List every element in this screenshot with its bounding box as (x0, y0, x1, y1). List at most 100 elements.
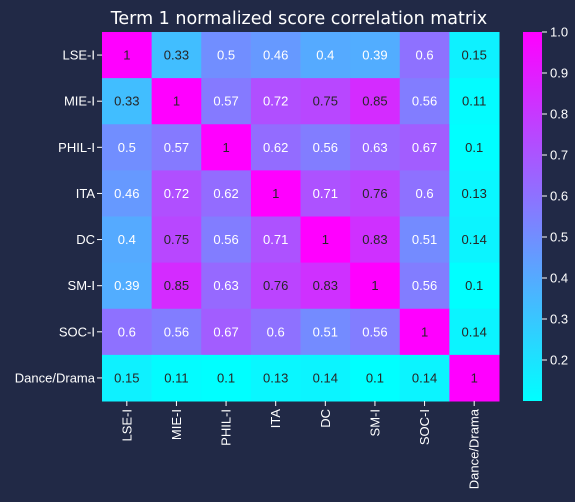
heatmap-cell (449, 262, 500, 310)
heatmap-cell (201, 354, 252, 402)
heatmap-cell (449, 78, 500, 125)
cell-value-label: 0.56 (412, 278, 437, 293)
heatmap-cell (449, 32, 500, 79)
heatmap-cell (399, 308, 450, 356)
cell-value-label: 0.11 (164, 370, 188, 385)
heatmap-cell (201, 308, 252, 356)
cell-value-label: 0.85 (164, 278, 189, 293)
cell-value-label: 0.51 (412, 232, 437, 247)
heatmap-cell (300, 308, 351, 356)
cell-value-label: 1 (272, 186, 279, 201)
column-tick-label: MIE-I (169, 409, 184, 440)
heatmap-cell (102, 308, 153, 356)
heatmap-cell (151, 354, 202, 402)
row-tick-label: LSE-I (62, 48, 95, 63)
cell-value-label: 0.14 (313, 370, 338, 385)
heatmap-cell (350, 78, 401, 125)
heatmap-cell (102, 124, 153, 171)
column-tick-label: PHIL-I (219, 409, 234, 446)
row-tick-label: MIE-I (64, 94, 95, 109)
row-tick-label: SM-I (68, 278, 95, 293)
heatmap-cell (300, 216, 351, 264)
row-tick-label: SOC-I (59, 324, 95, 339)
heatmap-cell (300, 78, 351, 125)
heatmap-cell (151, 124, 202, 171)
chart-title: Term 1 normalized score correlation matr… (110, 9, 488, 29)
cell-value-label: 1 (222, 140, 229, 155)
column-tick-label: SOC-I (417, 409, 432, 445)
cell-value-label: 1 (322, 232, 329, 247)
column-tick-label: ITA (268, 409, 283, 429)
cell-value-label: 0.75 (164, 232, 189, 247)
cell-value-label: 0.75 (313, 94, 338, 109)
cell-value-label: 0.56 (412, 94, 437, 109)
colorbar-ticks: 0.2 0.3 0.4 0.5 0.6 0.7 0.8 0.9 1.0 (542, 25, 568, 368)
cell-value-label: 0.4 (118, 232, 136, 247)
colorbar-tick-label: 0.3 (550, 312, 568, 327)
cell-value-label: 0.57 (164, 140, 189, 155)
cell-value-label: 0.11 (462, 94, 486, 109)
heatmap-cell (102, 78, 153, 125)
heatmap-cell (151, 216, 202, 264)
cell-value-label: 0.83 (313, 278, 338, 293)
cell-value-label: 0.85 (362, 94, 387, 109)
heatmap-cell (102, 216, 153, 264)
cell-value-label: 0.46 (263, 48, 288, 63)
column-tick-label: DC (318, 409, 333, 428)
cell-value-label: 1 (123, 48, 130, 63)
heatmap-cell (300, 354, 351, 402)
heatmap-cell (399, 78, 450, 125)
cell-value-label: 0.1 (217, 370, 235, 385)
heatmap-cell (350, 354, 401, 402)
heatmap-cell (250, 32, 302, 79)
heatmap-cell (201, 32, 252, 79)
colorbar (523, 32, 542, 401)
cell-value-label: 0.14 (462, 232, 487, 247)
colorbar-tick-label: 0.9 (550, 66, 568, 81)
heatmap-cell (350, 124, 401, 171)
cell-value-label: 0.13 (263, 370, 288, 385)
cell-value-label: 0.5 (217, 48, 235, 63)
row-labels: LSE-I MIE-I PHIL-I ITA DC SM-I SOC-I Dance/Dram… (15, 48, 102, 385)
heatmap-cell (201, 78, 252, 125)
heatmap-cell (201, 124, 252, 171)
colorbar-tick-label: 0.7 (550, 148, 568, 163)
heatmap-cell (102, 354, 153, 402)
heatmap-cell (300, 124, 351, 171)
cell-value-label: 0.56 (213, 232, 238, 247)
column-tick-label: LSE-I (119, 409, 134, 442)
cell-value-label: 0.56 (313, 140, 338, 155)
cell-value-label: 0.4 (316, 48, 334, 63)
heatmap-cell (399, 216, 450, 264)
cell-value-label: 0.57 (213, 94, 238, 109)
cell-value-label: 0.5 (118, 140, 136, 155)
heatmap-cell (201, 216, 252, 264)
heatmap-cell (102, 262, 153, 310)
cell-value-label: 0.6 (416, 48, 434, 63)
cell-value-label: 0.56 (164, 324, 189, 339)
cell-value-label: 0.67 (412, 140, 437, 155)
cell-value-label: 0.14 (412, 370, 437, 385)
cell-value-label: 0.63 (213, 278, 238, 293)
heatmap-cell (399, 170, 450, 218)
colorbar-tick-label: 0.8 (550, 107, 568, 122)
cell-value-label: 0.72 (164, 186, 189, 201)
heatmap-cells: 1 0.33 0.5 0.46 0.4 0.39 0.6 0.15 0.33 1 0.57 0.72 0… (102, 32, 500, 402)
heatmap-cell (151, 170, 202, 218)
column-tick-label: SM-I (367, 409, 382, 436)
cell-value-label: 0.6 (267, 324, 285, 339)
cell-value-label: 0.14 (462, 324, 487, 339)
row-tick-label: PHIL-I (58, 140, 95, 155)
heatmap-cell (300, 170, 351, 218)
column-tick-label: Dance/Drama (467, 408, 482, 489)
heatmap-cell (300, 32, 351, 79)
cell-value-label: 0.72 (263, 94, 288, 109)
row-tick-label: ITA (76, 186, 96, 201)
cell-value-label: 0.67 (213, 324, 238, 339)
cell-value-label: 0.56 (362, 324, 387, 339)
cell-value-label: 0.6 (118, 324, 136, 339)
colorbar-tick-label: 0.6 (550, 189, 568, 204)
cell-value-label: 0.33 (114, 94, 139, 109)
cell-value-label: 0.71 (263, 232, 288, 247)
